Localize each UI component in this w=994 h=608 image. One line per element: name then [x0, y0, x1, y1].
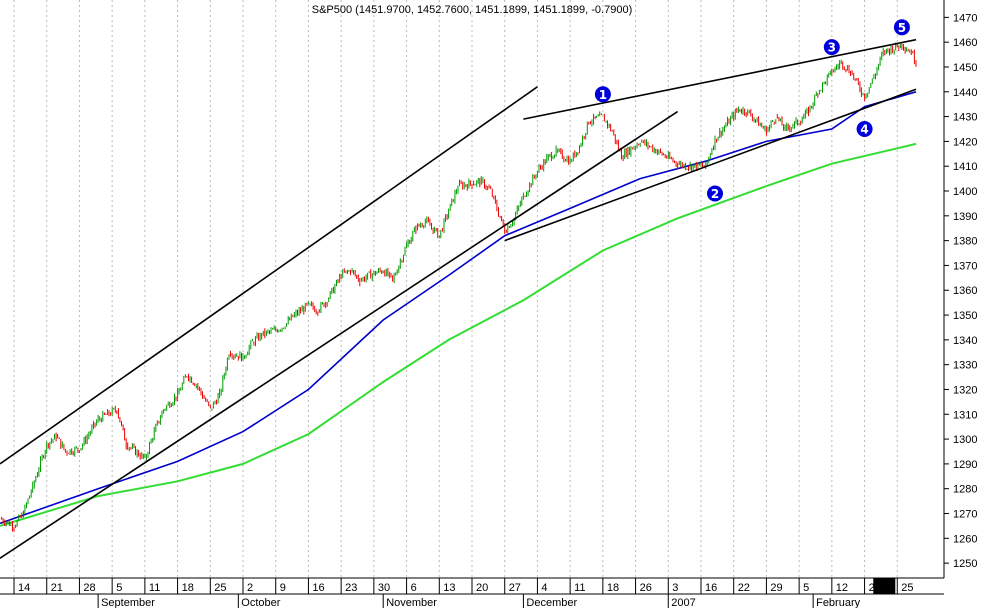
x-axis: 14 21 28 5 11 18 25 2 9 16 23 30 6 13 20 27 4 11 18 26 3 16 22…	[0, 577, 944, 608]
y-axis: 1250 1260 1270 1280 1290 1300 1310 1320 1330 1340…	[943, 0, 994, 608]
month-label: February	[816, 597, 861, 608]
x-tick-label: 5	[116, 582, 122, 594]
y-tick-label: 1250	[953, 558, 977, 570]
y-tick-label: 1360	[953, 285, 977, 297]
trendline	[523, 38, 917, 120]
x-tick-label: 20	[869, 582, 881, 594]
month-label: October	[241, 597, 280, 608]
month-label: September	[101, 597, 155, 608]
y-tick-label: 1460	[953, 37, 977, 49]
x-tick-label: 16	[705, 582, 717, 594]
x-tick-label: 4	[541, 582, 547, 594]
slow-moving-average	[0, 142, 917, 527]
wave-label: 5	[898, 21, 906, 35]
y-tick-label: 1400	[953, 186, 977, 198]
wave-label: 4	[860, 123, 868, 137]
x-tick-label: 3	[672, 582, 678, 594]
y-tick-label: 1260	[953, 533, 977, 545]
y-tick-label: 1330	[953, 360, 977, 372]
x-tick-label: 20	[476, 582, 488, 594]
wave-marker	[856, 121, 873, 137]
x-tick-label: 29	[770, 582, 782, 594]
y-tick-label: 1380	[953, 236, 977, 248]
fast-moving-average	[0, 91, 917, 525]
x-tick-label: 27	[509, 582, 521, 594]
y-tick-label: 1270	[953, 509, 977, 521]
y-tick-label: 1280	[953, 484, 977, 496]
trendline	[0, 110, 679, 559]
x-tick-label: 23	[345, 582, 357, 594]
x-tick-label: 21	[51, 582, 63, 594]
x-tick-label: 25	[901, 582, 913, 594]
x-tick-label: 11	[149, 582, 160, 594]
x-tick-label: 12	[836, 582, 848, 594]
x-tick-label: 22	[738, 582, 750, 594]
month-label: December	[526, 597, 577, 608]
y-tick-label: 1410	[953, 161, 977, 173]
x-tick-label: 11	[574, 582, 585, 594]
y-tick-label: 1350	[953, 310, 977, 322]
x-tick-label: 9	[280, 582, 286, 594]
x-tick-label: 28	[83, 582, 95, 594]
y-axis-panel	[944, 0, 994, 608]
wave-marker	[823, 39, 840, 56]
x-tick-label: 26	[640, 582, 652, 594]
x-tick-label: 16	[312, 582, 324, 594]
wave-marker	[707, 185, 723, 202]
y-tick-label: 1320	[953, 385, 977, 397]
wave-marker	[594, 86, 611, 103]
y-tick-label: 1370	[953, 260, 977, 272]
y-tick-label: 1420	[953, 136, 977, 148]
wave-marker	[893, 19, 910, 36]
future-marker	[873, 578, 896, 594]
trendline	[0, 86, 538, 465]
y-tick-label: 1450	[953, 62, 977, 74]
y-tick-label: 1390	[953, 211, 977, 223]
x-tick-label: 18	[607, 582, 619, 594]
y-tick-label: 1440	[953, 87, 977, 99]
month-label: 2007	[671, 597, 695, 608]
y-tick-label: 1290	[953, 459, 977, 471]
trendline	[504, 88, 917, 242]
x-tick-label: 5	[803, 582, 809, 594]
price-bars	[1, 42, 917, 532]
wave-label: 2	[711, 187, 719, 201]
y-tick-label: 1430	[953, 112, 977, 124]
chart-title: S&P500 (1451.9700, 1452.7600, 1451.1899,…	[312, 4, 633, 16]
month-label: November	[386, 597, 437, 608]
y-tick-label: 1470	[953, 12, 977, 24]
x-tick-label: 25	[214, 582, 226, 594]
x-tick-label: 30	[378, 582, 390, 594]
y-tick-label: 1340	[953, 335, 977, 347]
x-tick-label: 14	[18, 582, 30, 594]
y-tick-label: 1310	[953, 409, 977, 421]
x-tick-label: 6	[411, 582, 417, 594]
x-tick-label: 13	[443, 582, 455, 594]
x-tick-label: 18	[182, 582, 194, 594]
wave-label: 1	[599, 88, 607, 102]
wave-labels: 1 2 3 4 5	[594, 19, 910, 202]
wave-label: 3	[828, 41, 836, 55]
fast-ma-line	[0, 91, 917, 525]
slow-ma-line	[0, 142, 917, 527]
x-tick-label: 2	[247, 582, 253, 594]
y-tick-label: 1300	[953, 434, 977, 446]
trendlines	[0, 38, 917, 559]
